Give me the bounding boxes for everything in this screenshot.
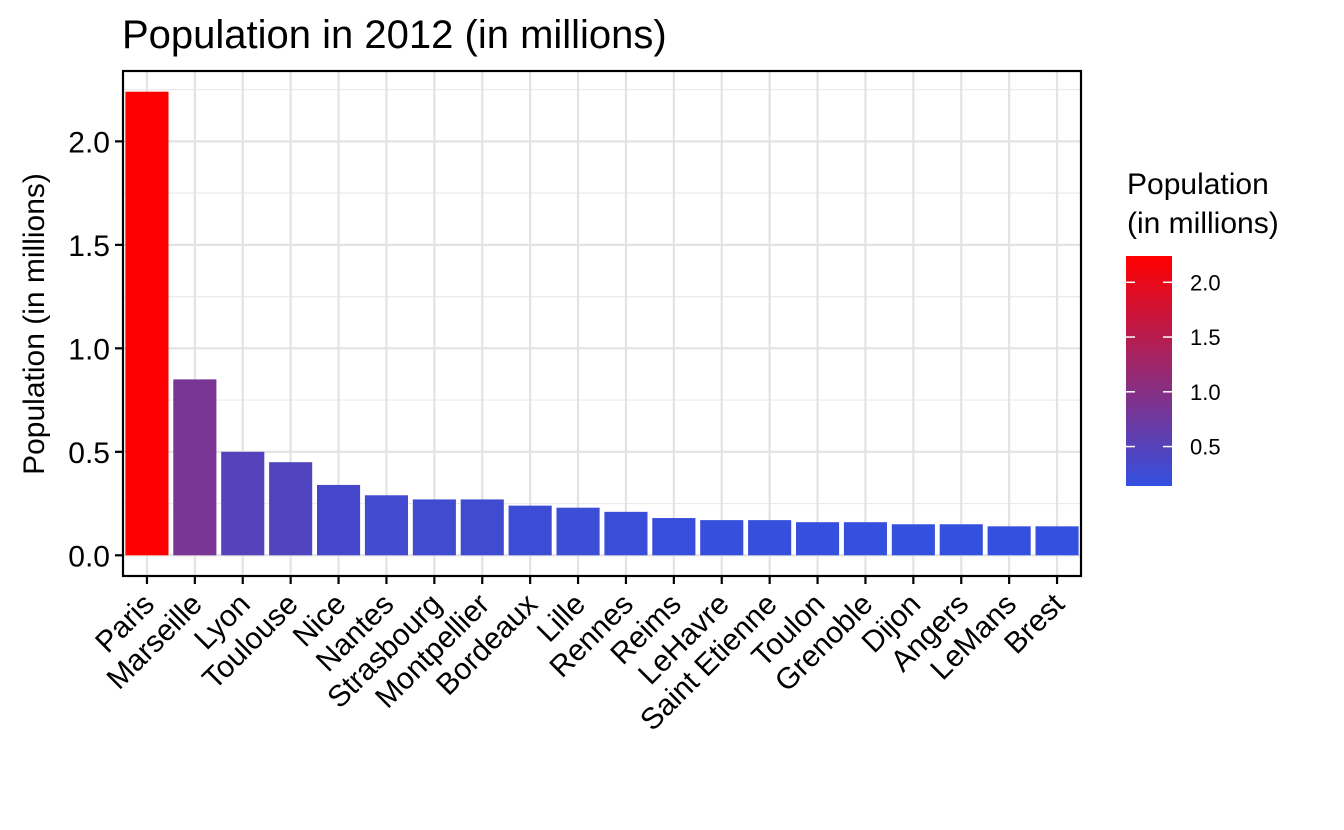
legend-title-line1: Population	[1127, 168, 1269, 201]
legend: Population (in millions) 0.5 1.0 1.5 2.0	[1126, 168, 1279, 486]
legend-ticks: 0.5 1.0 1.5 2.0	[1126, 270, 1221, 460]
bar-lille	[556, 507, 600, 556]
y-tick-label: 1.5	[68, 230, 110, 263]
legend-tick-label: 1.5	[1190, 325, 1221, 350]
bar-montpellier	[460, 499, 504, 556]
legend-colorbar	[1126, 256, 1172, 486]
legend-tick-label: 0.5	[1190, 435, 1221, 460]
bars	[125, 91, 1079, 556]
bar-bordeaux	[508, 505, 552, 556]
plot-border	[121, 69, 1083, 578]
bar-nantes	[364, 495, 409, 556]
x-axis: ParisMarseilleLyonToulouseNiceNantesStra…	[89, 576, 1071, 737]
bar-reims	[652, 518, 696, 556]
bar-lyon	[221, 451, 265, 556]
bar-marseille	[173, 379, 217, 556]
y-tick-label: 2.0	[68, 126, 110, 159]
bar-lemans	[987, 526, 1031, 556]
bar-toulon	[795, 522, 840, 556]
bar-lehavre	[700, 520, 744, 556]
bar-nice	[316, 484, 361, 556]
y-axis: 0.0 0.5 1.0 1.5 2.0	[68, 126, 123, 573]
chart-title: Population in 2012 (in millions)	[122, 13, 667, 57]
bar-toulouse	[269, 462, 313, 556]
legend-title-line2: (in millions)	[1127, 207, 1279, 240]
bar-dijon	[891, 524, 935, 556]
legend-tick-label: 1.0	[1190, 380, 1221, 405]
legend-tick-label: 2.0	[1190, 270, 1221, 295]
bar-strasbourg	[412, 499, 456, 556]
y-tick-label: 0.5	[68, 437, 110, 470]
plot-panel	[123, 71, 1081, 576]
bar-brest	[1035, 526, 1079, 556]
y-axis-label: Population (in millions)	[18, 173, 51, 475]
bar-saint-etienne	[748, 520, 792, 556]
bar-angers	[939, 524, 983, 556]
y-tick-label: 1.0	[68, 333, 110, 366]
bar-paris	[125, 91, 169, 556]
y-tick-label: 0.0	[68, 540, 110, 573]
bar-grenoble	[843, 522, 888, 556]
bar-rennes	[604, 511, 648, 556]
